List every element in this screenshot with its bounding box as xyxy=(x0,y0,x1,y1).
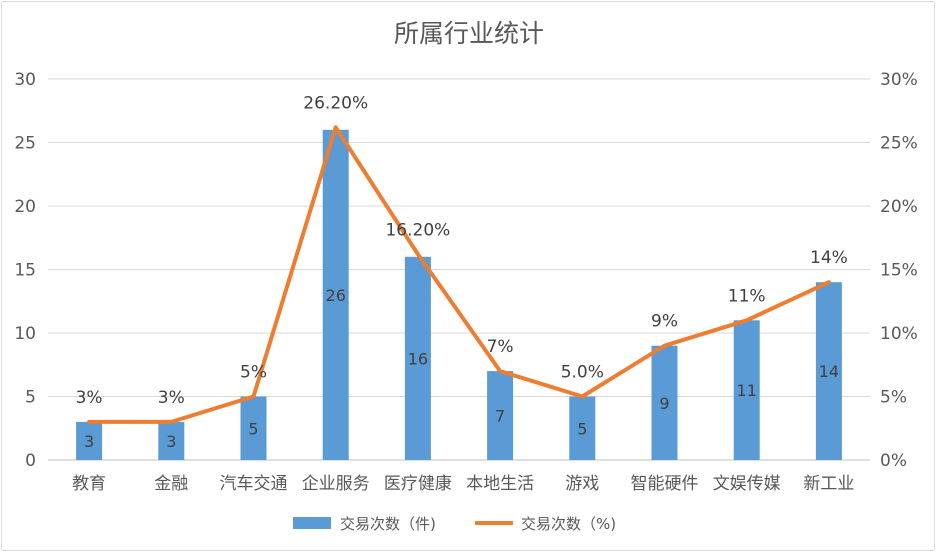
y-left-tick: 25 xyxy=(14,134,36,154)
line-data-label: 5% xyxy=(240,363,267,383)
bar-data-label: 5 xyxy=(577,419,587,438)
x-category-label: 智能硬件 xyxy=(631,474,699,494)
line-data-label: 7% xyxy=(487,337,514,357)
bar-series: 3 3 5 26 16 7 5 9 11 14 xyxy=(76,129,842,461)
bar xyxy=(733,320,760,460)
x-category-label: 本地生活 xyxy=(466,474,534,494)
left-axis-ticks: 0 5 10 15 20 25 30 xyxy=(14,70,36,471)
bar xyxy=(404,256,431,460)
x-category-label: 汽车交通 xyxy=(220,474,288,494)
y-right-tick: 10% xyxy=(880,324,918,344)
y-right-tick: 0% xyxy=(880,451,907,471)
bar xyxy=(158,421,185,460)
y-right-tick: 20% xyxy=(880,197,918,217)
bar xyxy=(322,129,349,461)
y-left-tick: 30 xyxy=(14,70,36,90)
bar-data-label: 11 xyxy=(737,381,757,400)
line-data-label: 3% xyxy=(158,388,185,408)
bar-data-label: 5 xyxy=(248,419,258,438)
bar-data-label: 9 xyxy=(659,394,669,413)
bar xyxy=(651,345,678,460)
bar xyxy=(240,396,267,460)
legend: 交易次数（件) 交易次数（%) xyxy=(293,515,616,533)
x-category-label: 新工业 xyxy=(803,474,854,494)
bar-data-label: 14 xyxy=(819,362,839,381)
x-category-label: 游戏 xyxy=(565,474,599,494)
y-left-tick: 5 xyxy=(25,388,36,408)
bar xyxy=(76,421,103,460)
bar-data-label: 7 xyxy=(495,407,505,426)
bar xyxy=(815,282,842,460)
line-data-label: 5.0% xyxy=(561,363,604,383)
y-left-tick: 0 xyxy=(25,451,36,471)
x-category-label: 文娱传媒 xyxy=(713,474,781,494)
y-right-tick: 25% xyxy=(880,134,918,154)
category-labels: 教育 金融 汽车交通 企业服务 医疗健康 本地生活 游戏 智能硬件 文娱传媒 新工业 xyxy=(72,474,854,494)
line-data-label: 11% xyxy=(728,286,766,306)
bar-data-label: 26 xyxy=(326,286,346,305)
line-data-label: 14% xyxy=(810,248,848,268)
legend-swatch-bar xyxy=(293,517,331,529)
line-data-label: 26.20% xyxy=(303,93,368,113)
chart-title: 所属行业统计 xyxy=(394,19,544,48)
x-category-label: 医疗健康 xyxy=(384,474,452,494)
bar-data-label: 3 xyxy=(84,432,94,451)
legend-label-bar: 交易次数（件) xyxy=(340,515,436,533)
bar xyxy=(487,371,514,460)
y-right-tick: 15% xyxy=(880,261,918,281)
y-left-tick: 10 xyxy=(14,324,36,344)
y-left-tick: 20 xyxy=(14,197,36,217)
legend-label-line: 交易次数（%) xyxy=(521,515,616,533)
y-right-tick: 30% xyxy=(880,70,918,90)
right-axis-ticks: 0% 5% 10% 15% 20% 25% 30% xyxy=(880,70,918,471)
x-category-label: 教育 xyxy=(72,474,106,494)
bar-data-label: 16 xyxy=(408,349,428,368)
gridlines xyxy=(48,78,870,461)
bar xyxy=(569,396,596,460)
line-data-label: 3% xyxy=(76,388,103,408)
bar-data-label: 3 xyxy=(166,432,176,451)
x-category-label: 企业服务 xyxy=(302,474,370,494)
line-series: 3% 3% 5% 26.20% 16.20% 7% 5.0% 9% 11% 14% xyxy=(76,93,848,424)
line-data-label: 9% xyxy=(651,312,678,332)
y-left-tick: 15 xyxy=(14,261,36,281)
x-category-label: 金融 xyxy=(154,474,188,494)
line-data-label: 16.20% xyxy=(385,220,450,240)
y-right-tick: 5% xyxy=(880,388,907,408)
series-line xyxy=(87,125,831,424)
